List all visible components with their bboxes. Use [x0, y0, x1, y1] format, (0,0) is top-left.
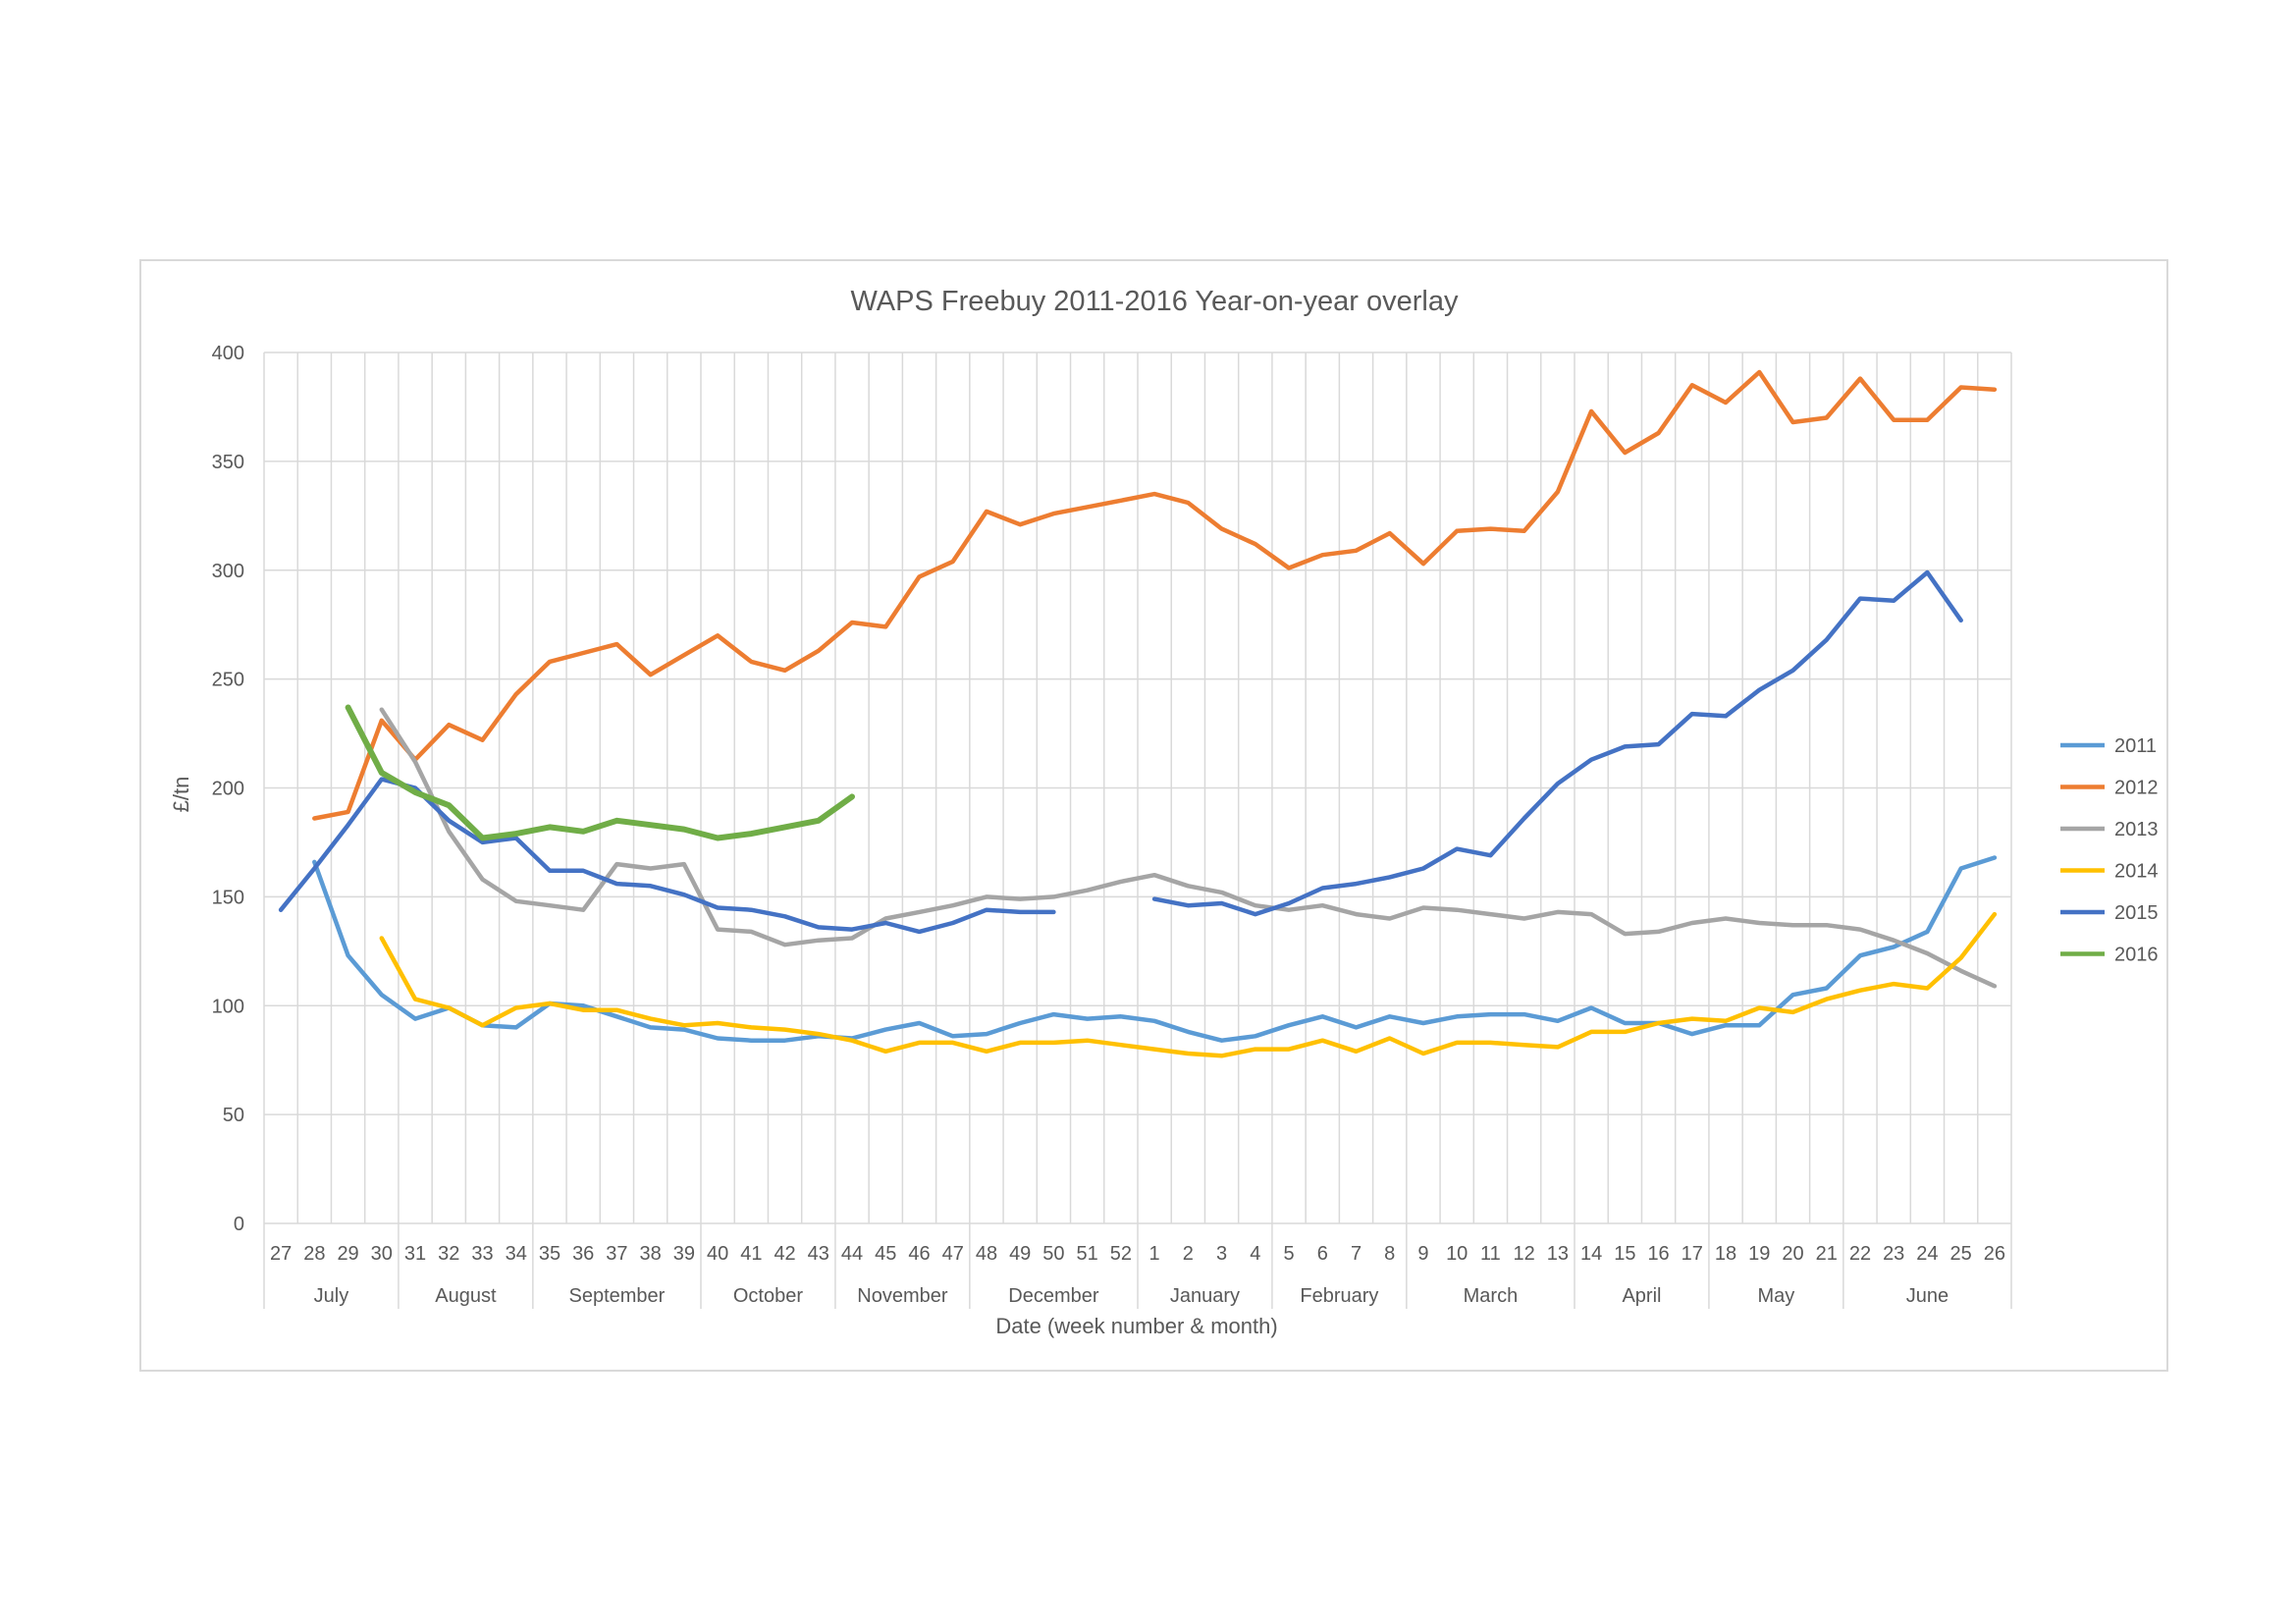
legend-label-2013: 2013 [2114, 819, 2159, 840]
x-tick-label: 17 [1682, 1243, 1703, 1265]
x-tick-label: 25 [1950, 1243, 1972, 1265]
x-tick-label: 10 [1446, 1243, 1468, 1265]
legend: 2011 2012 2013 2014 2015 2016 [2060, 735, 2159, 966]
month-label: January [1170, 1285, 1240, 1307]
x-tick-label: 14 [1580, 1243, 1602, 1265]
x-tick-label: 43 [808, 1243, 829, 1265]
x-tick-label: 23 [1883, 1243, 1904, 1265]
month-label: August [435, 1285, 497, 1307]
x-tick-label: 34 [506, 1243, 527, 1265]
x-tick-label: 13 [1547, 1243, 1569, 1265]
y-tick-label: 150 [212, 887, 244, 908]
month-label: November [857, 1285, 948, 1307]
x-tick-label: 26 [1984, 1243, 2005, 1265]
x-tick-label: 8 [1384, 1243, 1395, 1265]
month-label: February [1300, 1285, 1378, 1307]
x-tick-label: 46 [908, 1243, 930, 1265]
x-tick-label: 18 [1715, 1243, 1736, 1265]
x-axis: 27 28 29 30 31 32 33 34 35 36 37 38 39 40 41 42 43 44 45 46… [263, 1223, 2012, 1309]
x-tick-label: 44 [841, 1243, 863, 1265]
x-tick-label: 37 [606, 1243, 627, 1265]
x-tick-label: 16 [1647, 1243, 1669, 1265]
month-label: July [314, 1285, 349, 1307]
line-chart: WAPS Freebuy 2011-2016 Year-on-year over… [169, 286, 2159, 1338]
x-tick-label: 36 [572, 1243, 594, 1265]
x-tick-label: 49 [1009, 1243, 1031, 1265]
x-tick-label: 35 [539, 1243, 561, 1265]
x-tick-label: 3 [1216, 1243, 1227, 1265]
y-tick-label: 0 [234, 1214, 244, 1235]
month-label: May [1757, 1285, 1794, 1307]
y-tick-label: 100 [212, 996, 244, 1017]
x-tick-label: 27 [270, 1243, 292, 1265]
x-tick-label: 45 [875, 1243, 896, 1265]
x-tick-label: 31 [404, 1243, 426, 1265]
chart-container: WAPS Freebuy 2011-2016 Year-on-year over… [139, 259, 2168, 1372]
x-tick-label: 29 [337, 1243, 358, 1265]
x-tick-label: 50 [1042, 1243, 1064, 1265]
x-tick-label: 28 [303, 1243, 325, 1265]
month-label: April [1622, 1285, 1661, 1307]
x-tick-label: 20 [1782, 1243, 1803, 1265]
x-tick-label: 39 [673, 1243, 695, 1265]
x-axis-title: Date (week number & month) [995, 1314, 1277, 1338]
gridlines [263, 352, 2012, 1224]
x-tick-label: 6 [1317, 1243, 1328, 1265]
month-label: December [1008, 1285, 1099, 1307]
y-tick-label: 50 [223, 1105, 244, 1126]
x-tick-label: 5 [1283, 1243, 1294, 1265]
legend-label-2012: 2012 [2114, 778, 2159, 799]
x-tick-label: 51 [1077, 1243, 1098, 1265]
legend-label-2016: 2016 [2114, 945, 2159, 966]
y-axis: 0 50 100 150 200 250 300 350 400 [212, 343, 244, 1235]
y-tick-label: 300 [212, 561, 244, 582]
y-tick-label: 250 [212, 670, 244, 691]
x-tick-label: 2 [1183, 1243, 1194, 1265]
y-tick-label: 400 [212, 343, 244, 364]
series-line-2014 [379, 911, 1998, 1058]
x-tick-label: 4 [1250, 1243, 1260, 1265]
x-tick-label: 24 [1916, 1243, 1938, 1265]
x-tick-label: 15 [1614, 1243, 1635, 1265]
series-lines [278, 369, 1998, 1058]
x-tick-label: 22 [1849, 1243, 1871, 1265]
x-tick-label: 33 [471, 1243, 493, 1265]
series-line-2015 [1151, 569, 1963, 917]
series-line-2012 [312, 369, 1998, 821]
x-tick-label: 47 [942, 1243, 964, 1265]
month-label: June [1906, 1285, 1949, 1307]
x-tick-label: 9 [1417, 1243, 1428, 1265]
chart-title: WAPS Freebuy 2011-2016 Year-on-year over… [850, 286, 1459, 317]
month-label: September [569, 1285, 666, 1307]
x-tick-label: 30 [371, 1243, 393, 1265]
y-tick-label: 350 [212, 452, 244, 473]
x-tick-label: 38 [640, 1243, 662, 1265]
x-tick-label: 41 [740, 1243, 762, 1265]
legend-label-2015: 2015 [2114, 902, 2159, 924]
y-axis-title: £/tn [169, 777, 193, 813]
x-tick-label: 19 [1748, 1243, 1770, 1265]
x-tick-label: 12 [1514, 1243, 1535, 1265]
x-tick-label: 48 [976, 1243, 997, 1265]
legend-label-2014: 2014 [2114, 861, 2159, 883]
x-tick-label: 42 [774, 1243, 795, 1265]
legend-label-2011: 2011 [2114, 735, 2157, 757]
x-tick-label: 21 [1816, 1243, 1838, 1265]
series-line-2016 [345, 704, 855, 841]
series-line-2013 [379, 707, 1998, 989]
month-label: March [1464, 1285, 1519, 1307]
x-tick-label: 7 [1351, 1243, 1362, 1265]
x-tick-label: 40 [707, 1243, 728, 1265]
month-label: October [733, 1285, 803, 1307]
x-tick-label: 32 [438, 1243, 459, 1265]
x-tick-label: 52 [1110, 1243, 1132, 1265]
y-tick-label: 200 [212, 779, 244, 800]
x-tick-label: 11 [1480, 1243, 1501, 1265]
x-tick-label: 1 [1149, 1243, 1160, 1265]
